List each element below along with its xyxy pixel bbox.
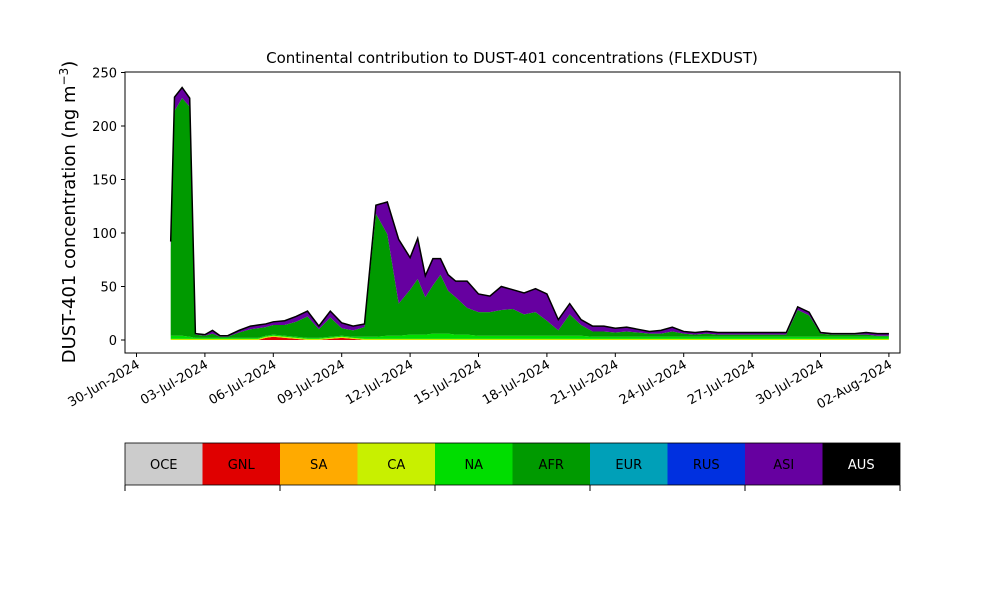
x-tick-label: 24-Jul-2024 (617, 357, 690, 408)
legend-label-sa: SA (310, 458, 327, 473)
legend-swatch-asi (745, 443, 823, 485)
legend-label-aus: AUS (848, 458, 875, 473)
legend-swatch-eur (590, 443, 668, 485)
y-tick-label: 100 (92, 227, 117, 242)
legend-label-ca: CA (387, 458, 405, 473)
x-tick-label: 02-Aug-2024 (815, 357, 895, 412)
x-tick-label: 03-Jul-2024 (138, 357, 211, 408)
y-axis-label-close: ) (59, 61, 80, 68)
x-tick-label: 30-Jun-2024 (66, 357, 143, 410)
legend-label-eur: EUR (615, 458, 642, 473)
y-tick-label: 200 (92, 120, 117, 135)
legend-label-gnl: GNL (228, 458, 256, 473)
stacked-areas (170, 87, 889, 340)
chart-title: Continental contribution to DUST-401 con… (266, 49, 758, 67)
x-tick-label: 06-Jul-2024 (206, 357, 279, 408)
legend-swatch-aus (822, 443, 900, 485)
x-tick-label: 18-Jul-2024 (480, 357, 553, 408)
legend-label-oce: OCE (150, 458, 178, 473)
legend-swatch-sa (280, 443, 358, 485)
legend-swatch-ca (357, 443, 435, 485)
legend-label-rus: RUS (693, 458, 720, 473)
legend-label-afr: AFR (539, 458, 564, 473)
x-axis: 30-Jun-202403-Jul-202406-Jul-202409-Jul-… (66, 353, 895, 413)
legend-frame (124, 442, 901, 486)
legend-swatch-afr (512, 443, 590, 485)
x-tick-label: 15-Jul-2024 (412, 357, 485, 408)
area-gnl (170, 336, 889, 340)
y-tick-label: 0 (109, 334, 117, 349)
y-axis-label-sup: −3 (57, 68, 71, 86)
legend-label-na: NA (464, 458, 483, 473)
y-axis-label-main: DUST-401 concentration (ng m (59, 85, 80, 363)
x-tick-label: 12-Jul-2024 (343, 357, 416, 408)
legend-swatch-rus (667, 443, 745, 485)
y-axis: 0 50 100 150 200 250 (92, 67, 125, 349)
total-line (169, 86, 889, 337)
legend-swatch-gnl (202, 443, 280, 485)
y-axis-label: DUST-401 concentration (ng m−3) (57, 61, 80, 364)
y-tick-label: 50 (100, 281, 117, 296)
y-tick-label: 250 (92, 67, 117, 82)
area-asi (170, 87, 889, 337)
legend-label-asi: ASI (773, 458, 794, 473)
area-na (170, 333, 889, 339)
legend-swatch-oce (125, 443, 203, 485)
legend-swatch-na (435, 443, 513, 485)
plot-frame (124, 71, 901, 354)
y-tick-label: 150 (92, 174, 117, 189)
legend: OCE GNL SA CA NA AFR EUR RUS ASI AUS (124, 442, 901, 491)
x-tick-label: 09-Jul-2024 (275, 357, 348, 408)
x-tick-label: 27-Jul-2024 (685, 357, 758, 408)
x-tick-label: 21-Jul-2024 (548, 357, 621, 408)
